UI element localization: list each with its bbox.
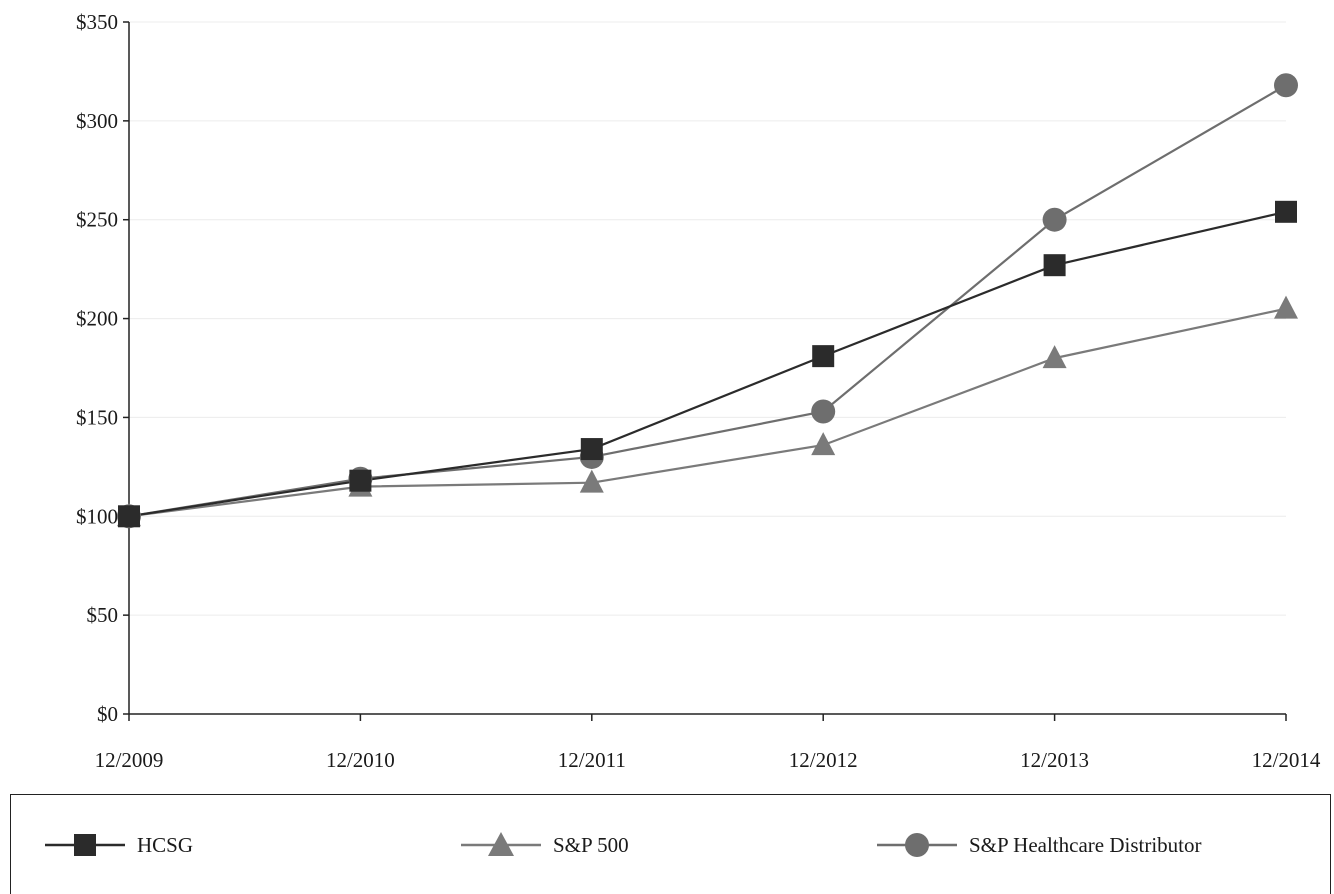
y-tick-label: $350 (76, 10, 118, 34)
data-point-hcsg (349, 469, 372, 492)
y-tick-label: $300 (76, 109, 118, 133)
data-point-s-p-500 (1042, 345, 1067, 369)
y-tick-label: $200 (76, 307, 118, 331)
series-line-s-p-healthcare-distributor (128, 84, 1287, 518)
y-tick-label: $100 (76, 504, 118, 528)
legend-item-hcsg: HCSG (45, 827, 193, 863)
legend-label-hcsg: HCSG (137, 832, 194, 857)
legend-triangle-marker-icon (461, 832, 541, 856)
data-point-hcsg (580, 438, 603, 461)
series-line-hcsg (128, 210, 1287, 518)
legend-square-marker-icon (45, 834, 125, 856)
legend-label-sp500: S&P 500 (553, 832, 629, 857)
data-point-s-p-healthcare-distributor (811, 399, 836, 424)
x-tick-label: 12/2011 (558, 748, 626, 772)
y-tick-label: $0 (97, 702, 118, 726)
legend-circle-marker-icon (877, 833, 957, 857)
data-point-s-p-500 (579, 469, 604, 493)
data-point-s-p-500 (1274, 295, 1298, 319)
data-point-hcsg (1275, 200, 1297, 223)
x-axis-ticks: 12/2009 12/2010 12/2011 12/2012 12/2013 12/20… (95, 748, 1321, 772)
data-point-s-p-500 (811, 432, 836, 456)
data-point-s-p-healthcare-distributor (1274, 73, 1298, 98)
x-tick-label: 12/2012 (789, 748, 858, 772)
x-tick-label: 12/2013 (1020, 748, 1089, 772)
x-tick-label: 12/2014 (1252, 748, 1321, 772)
data-point-hcsg (1043, 254, 1066, 277)
legend-label-sp-healthcare: S&P Healthcare Distributor (969, 832, 1202, 857)
x-tick-label: 12/2009 (95, 748, 164, 772)
line-chart: $0$50$100$150$200$250$300$350 12/2009 12/… (76, 10, 1321, 772)
data-point-hcsg (118, 505, 140, 528)
legend-item-sp500: S&P 500 (461, 827, 629, 863)
y-tick-label: $150 (76, 405, 118, 429)
legend-item-sp-healthcare: S&P Healthcare Distributor (877, 827, 1202, 863)
series-line-s-p-500 (128, 307, 1287, 518)
series-lines (128, 84, 1287, 518)
y-tick-label: $50 (87, 603, 119, 627)
gridlines (129, 21, 1286, 616)
data-point-s-p-healthcare-distributor (1042, 207, 1067, 232)
series-markers (117, 73, 1298, 529)
legend: HCSG S&P 500 S&P Healthcare Distributor (10, 794, 1331, 894)
x-tick-label: 12/2010 (326, 748, 395, 772)
axes (123, 21, 1287, 721)
y-tick-label: $250 (76, 208, 118, 232)
data-point-hcsg (812, 345, 835, 368)
y-axis-ticks: $0 $50 $100 $150 $200 $250 $300 $350 (76, 10, 118, 726)
